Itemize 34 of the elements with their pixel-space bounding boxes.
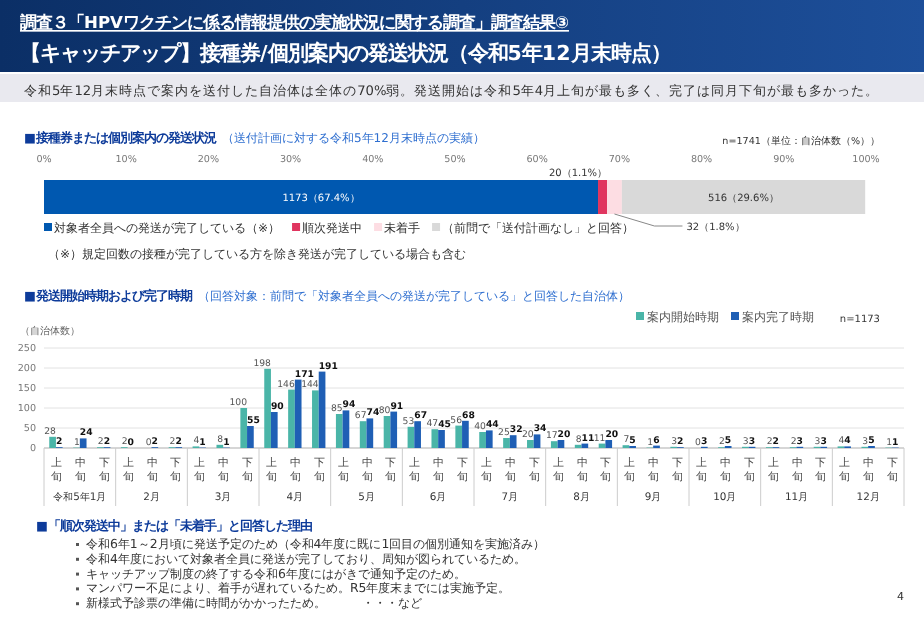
text: 調査３「HPVワクチンに係る情報提供の実施状況に関する調査」調査結果③ [18, 12, 569, 32]
bar [312, 390, 319, 448]
bar [414, 421, 421, 448]
bar [527, 440, 534, 448]
bar [359, 421, 367, 448]
bar [240, 408, 248, 448]
bar [49, 436, 56, 448]
bar [479, 432, 486, 448]
bar [509, 435, 517, 448]
bar [431, 429, 439, 448]
text: 【キャッチアップ】接種券/個別案内の発送状況（令和5年12月末時点） [20, 42, 671, 66]
bar [288, 389, 295, 448]
bar [247, 426, 254, 448]
bar [533, 434, 541, 448]
bar [598, 180, 608, 214]
bar [607, 180, 622, 214]
bar [621, 180, 866, 214]
bar [79, 438, 87, 448]
bar [605, 440, 613, 448]
bar [270, 412, 278, 448]
bar [550, 441, 558, 448]
bar [383, 416, 391, 448]
bar [264, 368, 271, 448]
bar [342, 410, 350, 448]
bar [44, 180, 599, 214]
bar [366, 418, 374, 448]
bar [503, 438, 510, 448]
bar [485, 430, 493, 448]
bar [390, 411, 398, 448]
bar [294, 379, 302, 448]
bar [455, 425, 463, 448]
bar [462, 420, 469, 448]
bar [438, 430, 445, 448]
bar [335, 414, 343, 448]
